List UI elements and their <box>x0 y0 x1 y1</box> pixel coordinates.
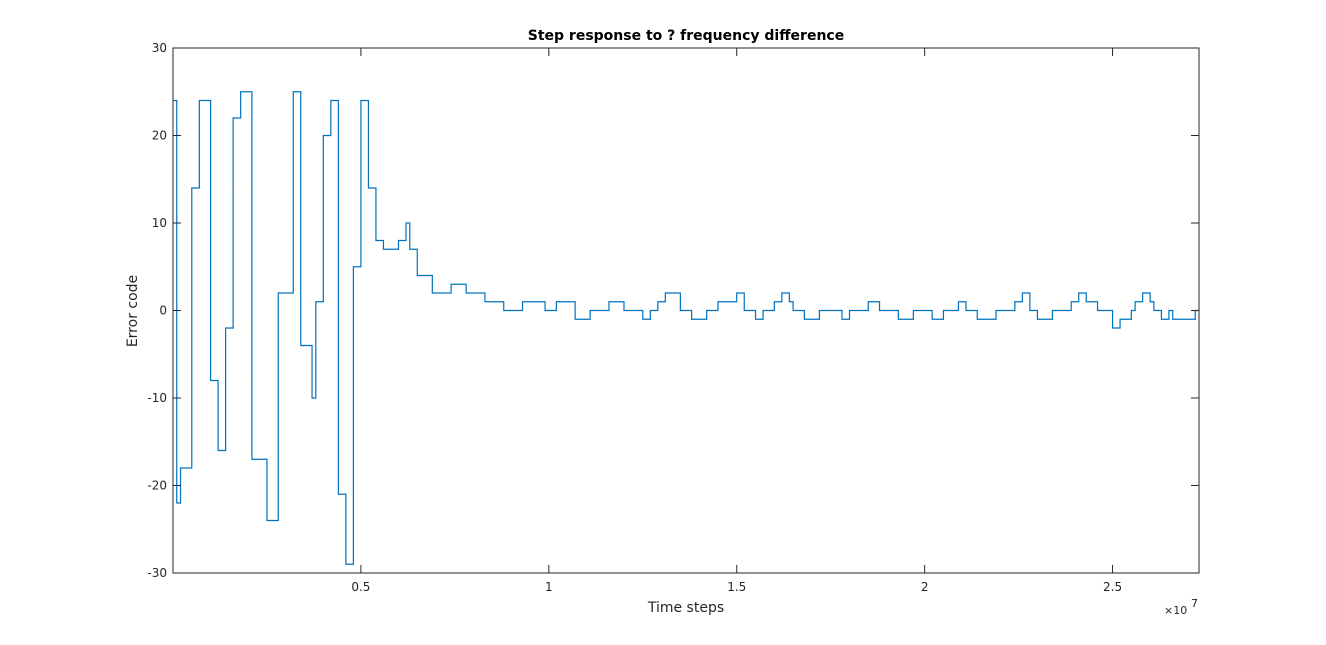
y-tick-label: -20 <box>147 479 167 493</box>
chart-title: Step response to ? frequency difference <box>528 28 844 44</box>
x-tick-label: 0.5 <box>351 580 370 594</box>
series-line-0 <box>173 91 1199 565</box>
y-tick-label: -10 <box>147 391 167 405</box>
y-tick-label: 10 <box>152 216 167 230</box>
ticks-layer: 0.5 1 1.5 2 2.5 -30 -20 -10 0 10 20 30 <box>147 41 1199 594</box>
x-tick-label: 1.5 <box>727 580 746 594</box>
y-tick-label: 0 <box>159 304 167 318</box>
plot-area: 0.5 1 1.5 2 2.5 -30 -20 -10 0 10 20 30 <box>147 41 1200 594</box>
x-tick-label: 2 <box>921 580 929 594</box>
y-tick-label: -30 <box>147 566 167 580</box>
x-exponent-power: 7 <box>1191 597 1198 610</box>
x-tick-label: 2.5 <box>1103 580 1122 594</box>
x-exponent-base: ×10 <box>1164 604 1187 617</box>
series-layer <box>173 91 1199 565</box>
y-tick-label: 30 <box>152 41 167 55</box>
x-tick-label: 1 <box>545 580 553 594</box>
x-exponent: ×10 7 <box>1164 597 1198 617</box>
y-tick-label: 20 <box>152 129 167 143</box>
x-axis-label: Time steps <box>647 600 724 616</box>
y-axis-label: Error code <box>125 275 141 347</box>
